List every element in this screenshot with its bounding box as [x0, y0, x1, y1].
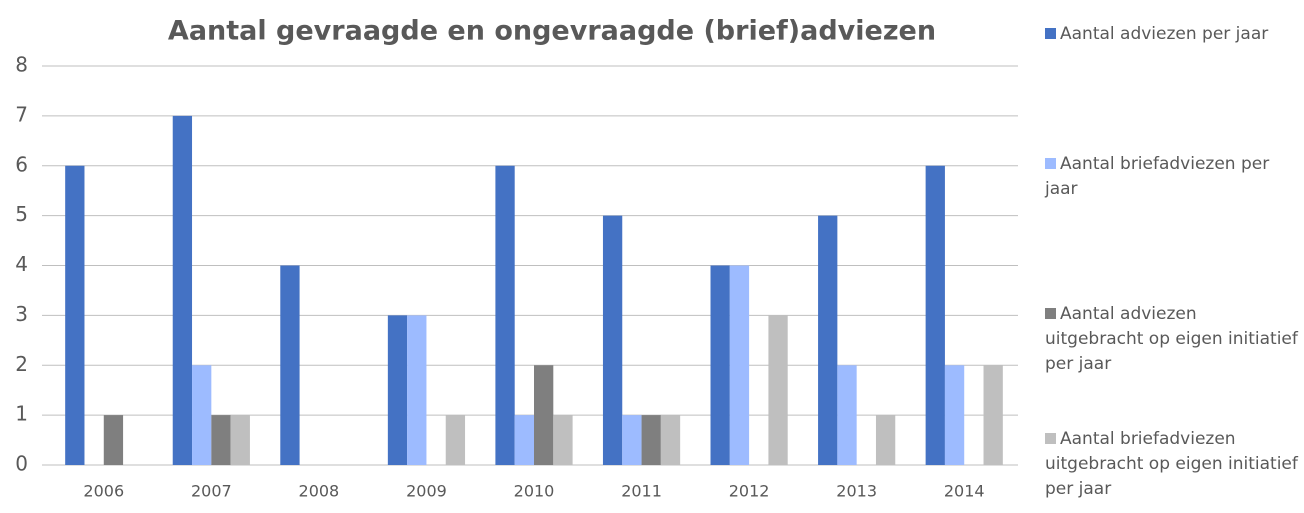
bar — [622, 415, 642, 465]
bar — [925, 165, 945, 465]
y-tick-label: 4 — [15, 252, 28, 276]
y-tick-label: 5 — [15, 202, 28, 226]
bar — [211, 415, 231, 465]
x-tick-label: 2007 — [191, 482, 232, 501]
bar — [944, 365, 965, 465]
bar — [729, 265, 750, 465]
legend-swatch — [1045, 28, 1056, 39]
y-tick-label: 1 — [15, 402, 28, 426]
x-tick-label: 2009 — [406, 482, 447, 501]
bar — [230, 415, 250, 465]
y-tick-label: 7 — [15, 102, 28, 126]
y-tick-label: 3 — [15, 302, 28, 326]
bar — [602, 215, 623, 465]
bar — [172, 115, 193, 465]
bar — [103, 415, 124, 465]
bar — [710, 265, 730, 465]
bar — [660, 415, 681, 465]
legend-item: Aantal adviezen per jaar — [1045, 22, 1300, 47]
x-tick-label: 2011 — [621, 482, 662, 501]
legend-swatch — [1045, 158, 1056, 169]
legend-swatch — [1045, 433, 1056, 444]
x-tick-label: 2010 — [514, 482, 555, 501]
y-tick-label: 0 — [15, 452, 28, 476]
bar — [875, 415, 896, 465]
bar — [407, 315, 427, 465]
x-tick-label: 2006 — [83, 482, 124, 501]
legend-label: Aantal briefadviezen uitgebracht op eige… — [1045, 429, 1298, 499]
legend-item: Aantal briefadviezen per jaar — [1045, 152, 1300, 202]
bar — [445, 415, 466, 465]
legend-label: Aantal adviezen uitgebracht op eigen ini… — [1045, 304, 1298, 374]
x-tick-label: 2013 — [836, 482, 877, 501]
bar — [534, 365, 554, 465]
y-tick-label: 2 — [15, 352, 28, 376]
bar — [553, 415, 573, 465]
bar — [514, 415, 534, 465]
x-tick-label: 2014 — [944, 482, 985, 501]
x-tick-label: 2008 — [299, 482, 340, 501]
bar — [768, 315, 788, 465]
legend-item: Aantal briefadviezen uitgebracht op eige… — [1045, 427, 1300, 502]
bar — [641, 415, 661, 465]
bar — [387, 315, 408, 465]
bar — [495, 165, 515, 465]
x-tick-label: 2012 — [729, 482, 770, 501]
chart-title: Aantal gevraagde en ongevraagde (brief)a… — [168, 16, 936, 47]
y-tick-label: 8 — [15, 53, 28, 77]
bar — [983, 365, 1003, 465]
bar — [280, 265, 300, 465]
bar — [192, 365, 212, 465]
legend-label: Aantal adviezen per jaar — [1060, 24, 1269, 44]
y-tick-label: 6 — [15, 152, 28, 176]
bar — [65, 165, 85, 465]
legend-item: Aantal adviezen uitgebracht op eigen ini… — [1045, 302, 1300, 377]
legend-swatch — [1045, 308, 1056, 319]
bar — [818, 215, 838, 465]
legend-label: Aantal briefadviezen per jaar — [1045, 154, 1270, 199]
bar — [837, 365, 857, 465]
